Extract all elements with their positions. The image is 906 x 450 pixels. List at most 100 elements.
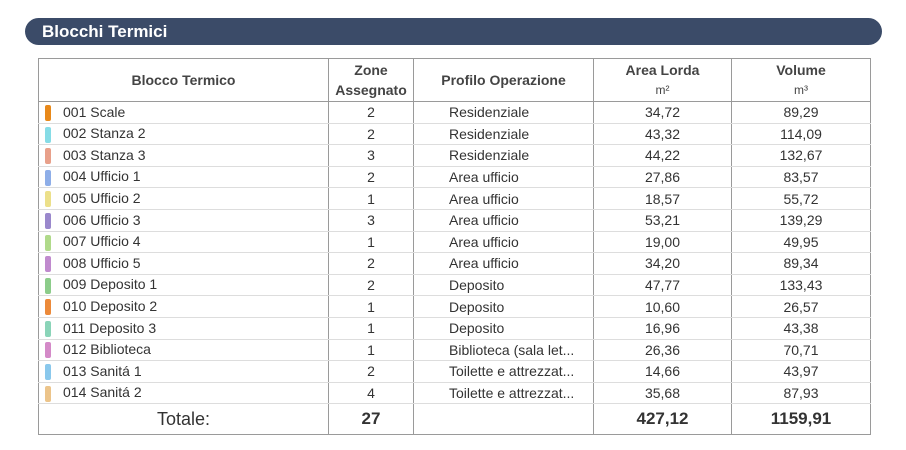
color-swatch (45, 256, 51, 273)
cell-text: 89,34 (783, 255, 819, 272)
color-swatch (45, 320, 51, 337)
cell-text: 1 (367, 298, 375, 315)
cell-text: 49,95 (783, 233, 819, 250)
cell-text: 19,00 (644, 233, 681, 250)
cell-text: 114,09 (780, 125, 822, 142)
cell-text: 53,21 (644, 212, 681, 229)
cell-text: 26,36 (644, 341, 681, 358)
cell: 35,68 (593, 381, 732, 405)
cell-text: 2 (367, 255, 375, 272)
cell-text: 87,93 (783, 385, 819, 402)
table-row: 005 Ufficio 2 1 Area ufficio 18,57 55,72 (38, 187, 871, 210)
cell-text: 83,57 (783, 169, 819, 186)
cell: 89,29 (731, 101, 871, 124)
cell: 89,34 (731, 252, 871, 275)
cell-text: 34,72 (644, 104, 681, 121)
cell-text: Area ufficio (449, 233, 519, 250)
cell: 003 Stanza 3 (38, 144, 329, 167)
cell-text: 001 Scale (63, 103, 126, 120)
cell: 014 Sanitá 2 (38, 381, 329, 405)
cell: Residenziale (413, 101, 594, 124)
cell: Deposito (413, 295, 594, 318)
cell-text: 008 Ufficio 5 (63, 254, 141, 271)
table-row: 010 Deposito 2 1 Deposito 10,60 26,57 (38, 295, 871, 318)
table-row: 012 Biblioteca 1 Biblioteca (sala let... 26… (38, 338, 871, 362)
cell-text: 004 Ufficio 1 (63, 168, 141, 185)
cell: 013 Sanitá 1 (38, 360, 329, 383)
column-label: Zone Assegnato (335, 62, 407, 98)
color-swatch (45, 212, 51, 229)
cell-text: Biblioteca (sala let... (449, 341, 575, 358)
color-swatch (45, 299, 51, 316)
cell: 19,00 (593, 230, 732, 254)
cell: Area ufficio (413, 165, 594, 189)
cell: 2 (328, 165, 414, 189)
cell: 55,72 (731, 187, 871, 210)
cell: 001 Scale (38, 101, 329, 124)
cell-text: 132,67 (779, 147, 823, 164)
cell: 43,38 (731, 316, 871, 340)
column-header: Blocco Termico (38, 58, 329, 102)
total-label: Totale: (38, 403, 329, 436)
color-swatch (45, 169, 51, 186)
cell: 83,57 (731, 165, 871, 189)
cell-text: 012 Biblioteca (63, 341, 151, 358)
cell: 1 (328, 338, 414, 362)
cell-text: 47,77 (644, 277, 681, 294)
cell-text: 34,20 (644, 255, 681, 272)
cell-text: 26,57 (783, 298, 819, 315)
cell-text: 35,68 (644, 385, 681, 402)
cell: 87,93 (731, 381, 871, 405)
cell: 010 Deposito 2 (38, 295, 329, 318)
cell: Area ufficio (413, 208, 594, 232)
cell: Area ufficio (413, 187, 594, 210)
cell-text: Residenziale (449, 125, 530, 142)
cell: Residenziale (413, 122, 594, 146)
cell: 16,96 (593, 316, 732, 340)
cell: 002 Stanza 2 (38, 122, 329, 146)
cell: 1 (328, 187, 414, 210)
cell-text: 2 (367, 277, 375, 294)
cell: 2 (328, 273, 414, 297)
cell-text: 011 Deposito 3 (63, 319, 157, 336)
cell-text: 89,29 (783, 104, 819, 121)
cell-text: 010 Deposito 2 (63, 297, 158, 314)
cell-text: Toilette e attrezzat... (449, 363, 575, 380)
cell-text: Area ufficio (449, 169, 519, 186)
cell-text: 1 (367, 320, 375, 337)
cell: 2 (328, 122, 414, 146)
column-label: Blocco Termico (131, 72, 236, 88)
cell: Toilette e attrezzat... (413, 381, 594, 405)
table-row: 011 Deposito 3 1 Deposito 16,96 43,38 (38, 316, 871, 340)
cell-text: Area ufficio (449, 190, 519, 207)
color-swatch (45, 385, 51, 402)
cell-text: 18,57 (644, 190, 681, 207)
total-zones: 27 (328, 403, 414, 436)
table-row: 002 Stanza 2 2 Residenziale 43,32 114,09 (38, 122, 871, 146)
cell: 007 Ufficio 4 (38, 230, 329, 254)
cell: 27,86 (593, 165, 732, 189)
blocks-table: Blocco Termico Zone Assegnato Profilo Oper… (38, 58, 871, 436)
cell: 114,09 (731, 122, 871, 146)
color-swatch (45, 277, 51, 294)
cell: 43,97 (731, 360, 871, 383)
cell-text: 2 (367, 363, 375, 380)
cell: 4 (328, 381, 414, 405)
cell: 1 (328, 316, 414, 340)
table-body: 001 Scale 2 Residenziale 34,72 89,29 002 Stan… (38, 101, 871, 405)
color-swatch (45, 104, 51, 121)
cell-text: 55,72 (783, 190, 819, 207)
cell-text: 2 (367, 104, 375, 121)
color-swatch (45, 126, 51, 143)
cell-text: 003 Stanza 3 (63, 146, 146, 163)
cell-text: 2 (367, 169, 375, 186)
cell-text: 70,71 (783, 341, 819, 358)
table-row: 003 Stanza 3 3 Residenziale 44,22 132,67 (38, 144, 871, 167)
column-header: Zone Assegnato (328, 58, 414, 102)
cell-text: 4 (367, 385, 375, 402)
cell: 1 (328, 230, 414, 254)
cell-text: 10,60 (644, 298, 681, 315)
cell-text: 1 (367, 190, 375, 207)
color-swatch (45, 234, 51, 251)
